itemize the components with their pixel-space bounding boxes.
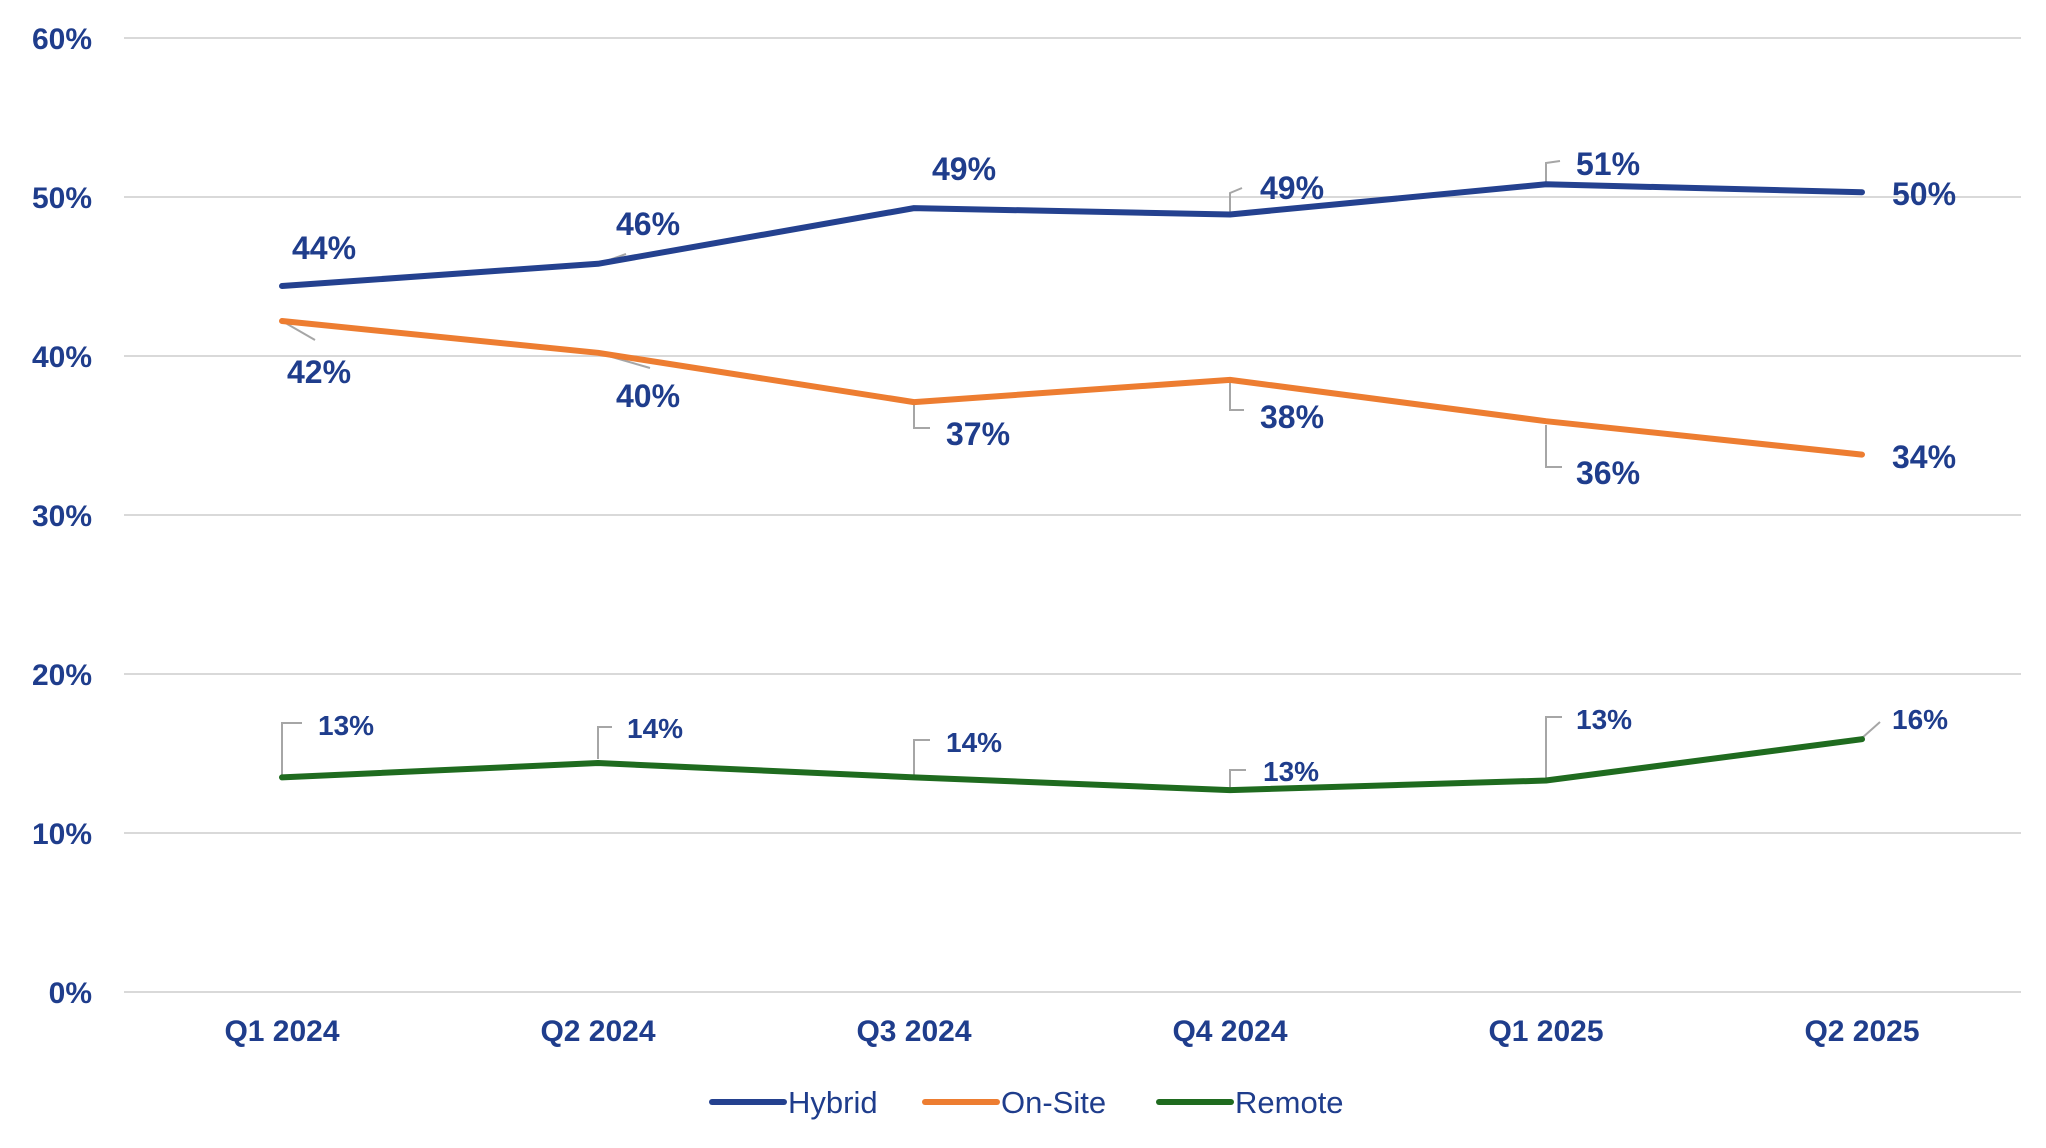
data-label: 13% bbox=[1263, 756, 1319, 787]
data-label: 38% bbox=[1260, 399, 1324, 435]
data-label: 16% bbox=[1892, 704, 1948, 735]
x-axis-tick-labels: Q1 2024 Q2 2024 Q3 2024 Q4 2024 Q1 2025 Q2 20… bbox=[224, 1015, 1919, 1048]
legend-item-hybrid: Hybrid bbox=[709, 1085, 878, 1120]
label-leader-line bbox=[913, 739, 930, 777]
x-tick-label: Q2 2025 bbox=[1804, 1015, 1919, 1048]
data-label: 14% bbox=[627, 713, 683, 744]
series-line-hybrid bbox=[279, 181, 1865, 290]
data-label: 37% bbox=[946, 416, 1010, 452]
data-label: 49% bbox=[932, 151, 996, 187]
legend-label: On-Site bbox=[1001, 1085, 1106, 1120]
data-label: 46% bbox=[616, 206, 680, 242]
y-axis-tick-labels: 0% 10% 20% 30% 40% 50% 60% bbox=[32, 23, 92, 1010]
data-label: 34% bbox=[1892, 439, 1956, 475]
y-tick-label: 60% bbox=[32, 23, 92, 56]
label-leader-line bbox=[913, 404, 930, 429]
label-leader-line bbox=[1229, 187, 1243, 214]
series-line-on-site bbox=[279, 318, 1865, 458]
x-tick-label: Q3 2024 bbox=[856, 1015, 971, 1048]
data-label: 36% bbox=[1576, 455, 1640, 491]
data-label: 42% bbox=[287, 354, 351, 390]
y-tick-label: 50% bbox=[32, 182, 92, 215]
data-label: 50% bbox=[1892, 176, 1956, 212]
data-label: 51% bbox=[1576, 146, 1640, 182]
x-tick-label: Q1 2025 bbox=[1488, 1015, 1603, 1048]
label-leader-line bbox=[1545, 425, 1562, 468]
x-tick-label: Q4 2024 bbox=[1172, 1015, 1287, 1048]
legend: Hybrid On-Site Remote bbox=[709, 1085, 1344, 1120]
data-label: 44% bbox=[292, 230, 356, 266]
data-label: 49% bbox=[1260, 170, 1324, 206]
x-tick-label: Q2 2024 bbox=[540, 1015, 655, 1048]
y-tick-label: 20% bbox=[32, 659, 92, 692]
legend-item-on-site: On-Site bbox=[922, 1085, 1106, 1120]
x-tick-label: Q1 2024 bbox=[224, 1015, 339, 1048]
y-tick-label: 30% bbox=[32, 500, 92, 533]
series-lines bbox=[279, 181, 1865, 794]
data-label: 13% bbox=[1576, 704, 1632, 735]
y-tick-label: 0% bbox=[49, 977, 92, 1010]
data-label-leader-lines bbox=[281, 160, 1881, 788]
legend-item-remote: Remote bbox=[1156, 1085, 1344, 1120]
data-labels: 44% 46% 49% 49% 51% 50% 42% 40% 37% 38% 36% 34% 13% 1… bbox=[287, 146, 1956, 787]
data-label: 40% bbox=[616, 378, 680, 414]
label-leader-line bbox=[1545, 160, 1561, 185]
y-tick-label: 40% bbox=[32, 341, 92, 374]
gridlines bbox=[124, 37, 2021, 993]
legend-label: Hybrid bbox=[788, 1085, 878, 1120]
label-leader-line bbox=[281, 722, 302, 777]
label-leader-line bbox=[597, 726, 612, 759]
y-tick-label: 10% bbox=[32, 818, 92, 851]
label-leader-line bbox=[1545, 716, 1562, 780]
label-leader-line bbox=[1229, 769, 1246, 788]
label-leader-line bbox=[1861, 721, 1881, 739]
series-line-remote bbox=[279, 736, 1865, 794]
label-leader-line bbox=[1229, 382, 1244, 411]
data-label: 14% bbox=[946, 727, 1002, 758]
legend-label: Remote bbox=[1235, 1085, 1344, 1120]
data-label: 13% bbox=[318, 710, 374, 741]
